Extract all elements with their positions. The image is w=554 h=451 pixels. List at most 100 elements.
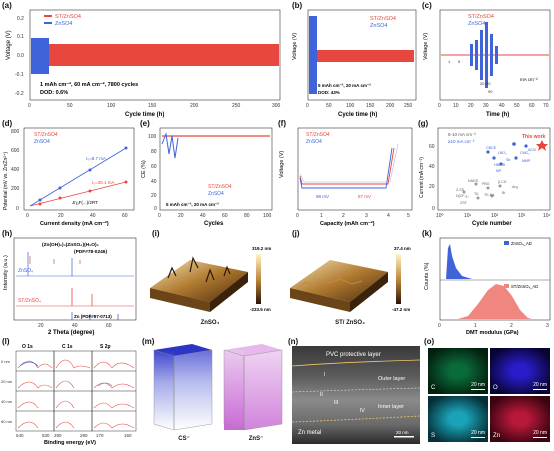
svg-text:40: 40 xyxy=(200,213,206,219)
svg-text:-233.5 nm: -233.5 nm xyxy=(250,307,271,312)
zns-cube xyxy=(223,344,283,431)
svg-text:(PDF#78-0246): (PDF#78-0246) xyxy=(74,249,107,255)
tafel-chart-d: Potential (mV vs. Zn/Zn²⁺) Current densi… xyxy=(3,127,135,227)
svg-text:20 nm: 20 nm xyxy=(396,430,409,435)
svg-text:CMC₂: CMC₂ xyxy=(520,151,530,155)
svg-text:MP: MP xyxy=(496,169,502,173)
svg-text:Voltage (V): Voltage (V) xyxy=(279,151,285,178)
svg-text:≥10 mA cm⁻²: ≥10 mA cm⁻² xyxy=(448,139,475,144)
svg-text:40: 40 xyxy=(72,323,78,329)
svg-text:0.0: 0.0 xyxy=(17,53,24,59)
panel-k: (k) Counts (%) DMT modulus (GPa) 0 1 2 3 Z… xyxy=(420,228,554,336)
svg-text:200: 200 xyxy=(11,186,20,192)
svg-text:Arg: Arg xyxy=(512,185,518,189)
svg-text:1: 1 xyxy=(474,323,477,329)
eds-map-c: C 20 nm xyxy=(428,348,488,394)
svg-text:Time (h): Time (h) xyxy=(486,112,509,118)
svg-text:0.2: 0.2 xyxy=(17,16,24,22)
svg-text:ZnSO4: ZnSO4 xyxy=(370,23,387,29)
svg-text:80: 80 xyxy=(151,149,157,155)
svg-text:100: 100 xyxy=(107,103,116,109)
svg-text:ZnSO4: ZnSO4 xyxy=(468,21,485,27)
svg-text:5: 5 xyxy=(407,213,410,219)
panel-n: (n) PVC protective layer Outer layer Inn… xyxy=(286,336,422,446)
svg-text:ST/ZnSO4: ST/ZnSO4 xyxy=(34,132,58,138)
svg-text:PVC protective layer: PVC protective layer xyxy=(326,352,381,358)
voltage-chart-b: Voltage (V) Cycle time (h) 0 50 100 150 20… xyxy=(292,9,417,118)
svg-text:ST/ZnSO₄: ST/ZnSO₄ xyxy=(18,298,41,304)
svg-text:0.1: 0.1 xyxy=(17,34,24,40)
svg-text:ST/ZnSO4: ST/ZnSO4 xyxy=(370,16,396,22)
afm-image-zno: 319.2 nm -233.5 nm xyxy=(150,246,271,312)
svg-text:II: II xyxy=(320,392,323,398)
svg-text:β-CD: β-CD xyxy=(498,180,507,184)
panel-f: (f) Voltage (V) Capacity (mAh cm⁻²) 0 1 2… xyxy=(276,118,416,228)
svg-text:Inner layer: Inner layer xyxy=(378,404,404,410)
svg-text:80: 80 xyxy=(244,213,250,219)
svg-text:-0.1: -0.1 xyxy=(15,72,24,78)
svg-text:Capacity (mAh cm⁻²): Capacity (mAh cm⁻²) xyxy=(320,220,375,227)
svg-text:0: 0 xyxy=(306,103,309,109)
svg-text:60: 60 xyxy=(429,144,435,150)
svg-text:50: 50 xyxy=(326,103,332,109)
svg-text:Sb: Sb xyxy=(506,158,510,162)
svg-text:ZnSO₄_AD: ZnSO₄_AD xyxy=(511,241,532,246)
svg-text:40: 40 xyxy=(151,179,157,185)
panel-label: (e) xyxy=(140,119,150,128)
tof-sims-3d-m xyxy=(153,344,283,431)
svg-text:290: 290 xyxy=(54,433,62,438)
svg-text:319.2 nm: 319.2 nm xyxy=(252,246,271,251)
svg-text:20: 20 xyxy=(178,213,184,219)
svg-text:98 mV: 98 mV xyxy=(316,194,329,199)
panel-label: (k) xyxy=(422,229,432,238)
svg-text:0: 0 xyxy=(158,213,161,219)
svg-text:300: 300 xyxy=(272,103,281,109)
note-a2: DOD: 0.6% xyxy=(40,90,68,96)
svg-text:10⁰: 10⁰ xyxy=(436,213,444,219)
panel-c: (c) Voltage (V) Time (h) 0 10 20 30 40 50 6… xyxy=(420,0,554,118)
svg-text:60: 60 xyxy=(106,323,112,329)
svg-text:Zn metal: Zn metal xyxy=(298,430,321,436)
panel-label: (h) xyxy=(2,229,13,238)
panel-label: (m) xyxy=(142,337,155,346)
svg-text:0: 0 xyxy=(154,206,157,212)
svg-text:4: 4 xyxy=(387,213,390,219)
panel-label: (n) xyxy=(288,337,299,346)
svg-text:37.4 nm: 37.4 nm xyxy=(394,246,411,251)
svg-text:200: 200 xyxy=(190,103,199,109)
panel-b: (b) Voltage (V) Cycle time (h) 0 50 100 15… xyxy=(290,0,420,118)
panel-label: (g) xyxy=(418,119,429,128)
panel-label: (c) xyxy=(422,1,432,10)
panel-d: (d) Potential (mV vs. Zn/Zn²⁺) Current d… xyxy=(0,118,138,228)
svg-text:I₀=30.1 mA: I₀=30.1 mA xyxy=(92,180,115,185)
svg-text:Voltage (V): Voltage (V) xyxy=(292,33,298,60)
modulus-histogram-k: Counts (%) DMT modulus (GPa) 0 1 2 3 ZnSO₄… xyxy=(424,237,551,336)
svg-text:Jη₀F(...)/2RT: Jη₀F(...)/2RT xyxy=(72,200,98,205)
svg-text:3: 3 xyxy=(546,323,549,329)
svg-text:20: 20 xyxy=(480,81,485,86)
svg-text:0 nm: 0 nm xyxy=(1,359,11,364)
svg-text:I: I xyxy=(324,372,325,378)
svg-text:5: 5 xyxy=(458,59,461,64)
svg-text:160: 160 xyxy=(124,433,132,438)
svg-text:Cycle time (h): Cycle time (h) xyxy=(338,112,377,118)
svg-text:2 Theta (degree): 2 Theta (degree) xyxy=(48,330,94,336)
afm-image-st: 37.4 nm -47.2 nm xyxy=(290,246,411,312)
svg-text:ZnSO₄: ZnSO₄ xyxy=(18,268,33,274)
voltage-chart-a: Voltage (V) Cycle time (h) 0 50 100 150 20… xyxy=(6,9,281,118)
svg-text:87 mV: 87 mV xyxy=(358,194,371,199)
svg-text:800: 800 xyxy=(11,129,20,135)
panel-g: (g) Current (mA cm⁻²) Cycle number 10⁰ 10… xyxy=(416,118,554,228)
svg-text:5 mAh cm⁻², 20 mA cm⁻²: 5 mAh cm⁻², 20 mA cm⁻² xyxy=(166,202,219,207)
svg-text:ZnSO4: ZnSO4 xyxy=(34,139,50,145)
svg-text:DMT modulus (GPa): DMT modulus (GPa) xyxy=(466,330,519,336)
svg-text:5 mAh cm⁻², 20 mA cm⁻²: 5 mAh cm⁻², 20 mA cm⁻² xyxy=(318,83,371,88)
panel-l: (l) O 1s C 1s S 2p 0 nm 20 nm xyxy=(0,336,140,446)
svg-text:0: 0 xyxy=(438,323,441,329)
panel-label: (o) xyxy=(424,337,435,346)
xlabel: Cycle time (h) xyxy=(125,112,164,118)
svg-text:60 nm: 60 nm xyxy=(1,419,13,424)
svg-text:2: 2 xyxy=(342,213,345,219)
svg-text:DOD: 43%: DOD: 43% xyxy=(318,90,340,95)
